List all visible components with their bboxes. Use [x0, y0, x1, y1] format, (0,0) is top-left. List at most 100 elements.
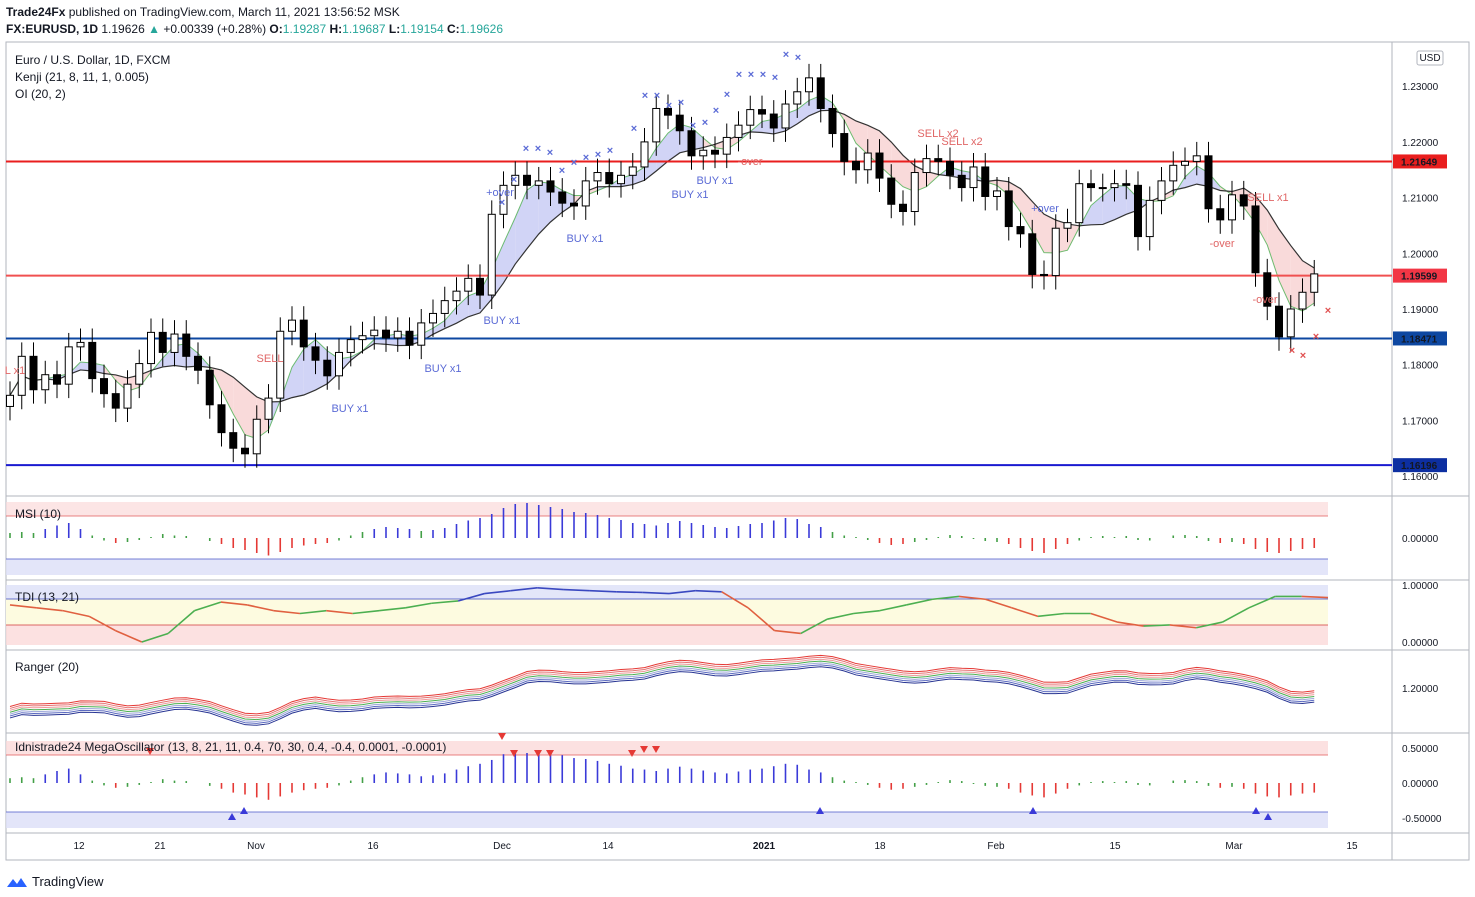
signal-label: -over [1252, 294, 1277, 306]
time-tick: 2021 [753, 841, 776, 852]
candle-body [605, 172, 614, 185]
tdi-segment [484, 589, 511, 595]
ranger-line [9, 662, 1315, 722]
tdi-segment [879, 604, 907, 612]
up-triangle-icon [1252, 807, 1260, 814]
x-marker-icon: × [523, 143, 529, 155]
brand[interactable]: TradingView [6, 874, 104, 889]
time-tick: 15 [1346, 841, 1358, 852]
oi-cloud-segment [1102, 185, 1115, 225]
currency-button[interactable] [1416, 50, 1444, 66]
symbol-name: FX:EURUSD, 1D [6, 22, 99, 36]
candle-body [1286, 308, 1295, 338]
price-label-box [1393, 268, 1447, 283]
time-tick: Feb [987, 841, 1005, 852]
oi-fast-line [9, 94, 1315, 440]
signal-label: BUY x1 [696, 175, 733, 187]
candle-body [123, 383, 132, 409]
candle-body [358, 335, 367, 341]
candle-body [699, 149, 708, 157]
close-value: 1.19626 [459, 22, 504, 36]
tdi-segment [1222, 607, 1250, 623]
x-marker-icon: × [642, 90, 648, 102]
x-marker-icon: × [666, 100, 672, 112]
price-tick: 1.17000 [1402, 416, 1439, 427]
candle-body [981, 166, 990, 197]
x-marker-icon: × [631, 123, 637, 135]
oi-cloud-segment [468, 291, 480, 317]
x-marker-icon: × [1289, 345, 1295, 357]
tradingview-logo-icon [7, 877, 27, 887]
candle-body [1216, 208, 1225, 221]
tdi-segment [141, 632, 169, 643]
candle-body [41, 374, 50, 391]
candle-body [957, 174, 966, 189]
candle-body [523, 174, 531, 186]
ranger-line [9, 658, 1315, 719]
tdi-line [9, 587, 1329, 643]
candle-body [276, 330, 285, 399]
price-label-box [1393, 458, 1447, 473]
tdi-segment [853, 609, 880, 615]
up-triangle-icon [1029, 807, 1037, 814]
signal-label: BUY x1 [566, 233, 603, 245]
tdi-segment [299, 609, 327, 615]
indicator-tick: 0.00000 [1402, 779, 1439, 790]
kenji-legend: Kenji (21, 8, 11, 1, 0.005) [15, 70, 149, 84]
candle-body [1239, 194, 1248, 207]
signal-label: SELL [257, 353, 284, 365]
price-tick: 1.20000 [1402, 249, 1439, 260]
x-marker-icon: × [571, 157, 577, 169]
oi-cloud-segment [668, 124, 680, 162]
tdi-segment [88, 615, 116, 632]
signal-label: BUY x1 [483, 315, 520, 327]
mega-histogram [9, 733, 1316, 820]
candle-body [687, 130, 696, 157]
candle-body [88, 341, 97, 380]
oi-cloud-segment [844, 114, 856, 144]
candle-body [1016, 226, 1025, 235]
candle-body [675, 114, 684, 132]
candle-body [299, 319, 308, 348]
time-tick: 18 [874, 841, 886, 852]
oi-slow-line [9, 109, 1315, 403]
tdi-upper-band [6, 585, 1328, 599]
candle-body [1040, 273, 1048, 277]
x-marker-icon: × [654, 90, 660, 102]
tdi-segment [9, 604, 37, 609]
candle-body [1263, 272, 1272, 307]
candle-body [252, 418, 261, 455]
candle-body [17, 355, 26, 396]
down-triangle-icon [534, 750, 542, 757]
price-tick: 1.21000 [1402, 194, 1439, 205]
tdi-segment [1169, 624, 1197, 629]
candle-body [1075, 183, 1084, 224]
signal-label: +over [486, 187, 514, 199]
candlestick-series [6, 63, 1319, 468]
price-axis[interactable]: 1.23000 1.22000 1.21000 1.20000 1.19000 1.180… [1393, 82, 1447, 825]
horizontal-levels [6, 160, 1392, 467]
open-label: O: [269, 22, 283, 36]
tdi-segment [273, 609, 301, 615]
publisher-name[interactable]: Trade24Fx [6, 5, 66, 19]
candle-body [487, 213, 496, 296]
oi-cloud-segment [444, 307, 457, 329]
tdi-segment [826, 612, 854, 620]
time-axis[interactable]: 12 21 Nov 16 Dec 14 2021 18 Feb 15 Mar 15 [73, 841, 1358, 852]
candle-body [570, 202, 578, 207]
candle-body [664, 107, 672, 116]
signal-label: BUY x1 [331, 403, 368, 415]
ranger-legend: Ranger (20) [15, 660, 79, 674]
oi-cloud-segment [1032, 201, 1044, 253]
tdi-segment [405, 602, 432, 609]
candle-body [828, 107, 837, 135]
time-tick: 12 [73, 841, 85, 852]
x-marker-icon: × [511, 174, 517, 186]
price-tick: 1.19000 [1402, 305, 1439, 316]
last-price: 1.19626 [101, 22, 145, 36]
candle-body [194, 355, 202, 371]
oi-cloud-segment [527, 181, 539, 249]
candle-body [323, 359, 332, 377]
x-marker-icon: × [678, 97, 684, 109]
